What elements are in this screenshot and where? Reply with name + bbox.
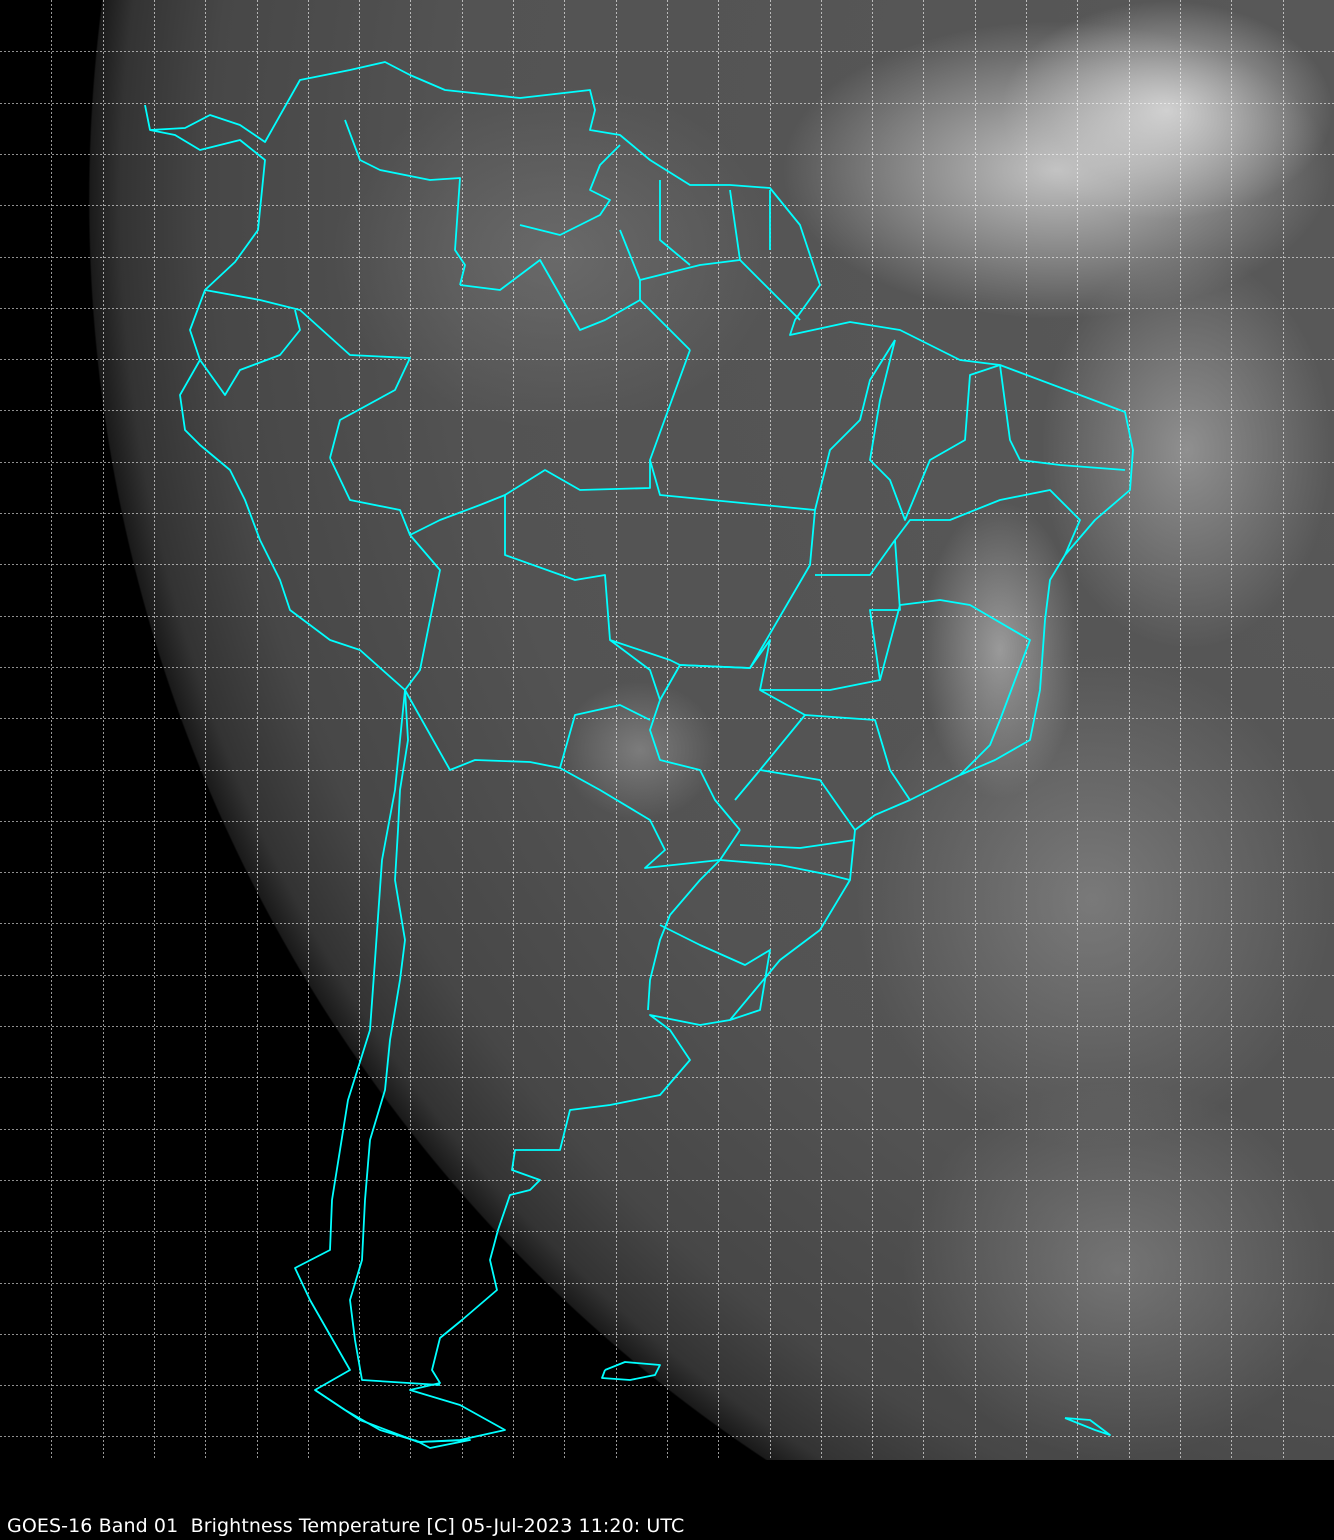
border-guyana-suriname: [659, 180, 691, 266]
map-overlay: [0, 0, 1334, 1460]
border-uruguay: [659, 924, 771, 1021]
political-borders: [144, 61, 1134, 1449]
border-mato-grosso: [609, 459, 816, 669]
border-piaui-maranhao: [869, 339, 1001, 521]
south-georgia-island: [1064, 1417, 1111, 1436]
continent-coastline: [144, 61, 1134, 1443]
falkland-islands: [601, 1361, 661, 1381]
border-tocantins: [814, 339, 896, 511]
border-santa-catarina: [739, 839, 856, 849]
image-caption: GOES-16 Band 01 Brightness Temperature […: [7, 1515, 685, 1537]
border-paraguay: [559, 704, 651, 769]
border-goias: [760, 539, 901, 691]
border-suriname-french-guiana: [729, 189, 741, 261]
border-andes-argentina-chile: [349, 689, 441, 1386]
border-bolivia: [404, 534, 741, 869]
border-brazil-bolivia-paraguay: [504, 495, 741, 831]
border-argentina-uruguay-brazil: [647, 859, 721, 1011]
border-parana: [734, 769, 856, 831]
border-colombia-south: [204, 289, 411, 459]
border-minas-gerais: [879, 599, 1031, 776]
border-ecuador-peru: [199, 309, 301, 396]
border-para-amazonas: [639, 259, 801, 351]
tierra-del-fuego: [314, 1389, 471, 1449]
border-northeast-states: [999, 364, 1126, 471]
border-mato-grosso-sul: [659, 639, 806, 716]
border-peru-brazil: [329, 349, 691, 536]
border-colombia-venezuela: [344, 119, 466, 286]
border-sao-paulo: [759, 714, 911, 801]
border-rio-grande-do-sul: [719, 859, 851, 881]
border-amazonas-roraima: [459, 259, 641, 331]
border-guianas: [619, 229, 641, 281]
border-roraima-north: [519, 144, 621, 236]
border-bahia: [894, 489, 1081, 556]
lat-lon-grid: [0, 0, 1334, 1460]
